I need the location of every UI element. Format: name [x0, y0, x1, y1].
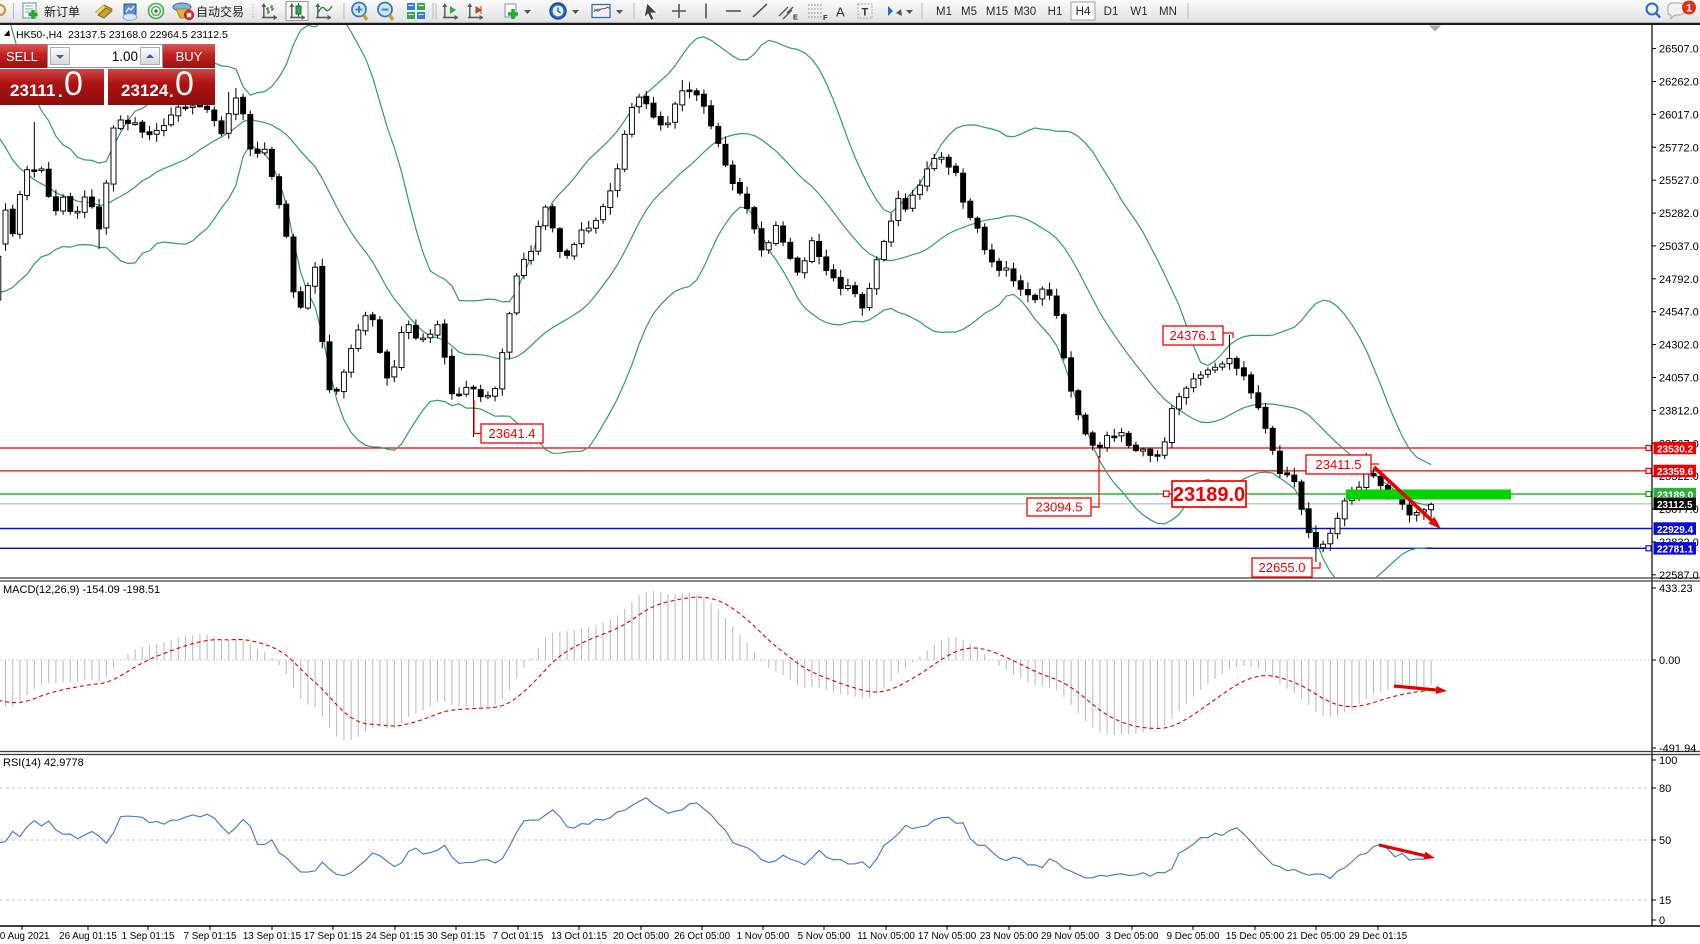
svg-text:-491.94: -491.94	[1659, 743, 1696, 755]
svg-text:MACD(12,26,9) -154.09 -198.51: MACD(12,26,9) -154.09 -198.51	[3, 584, 160, 596]
svg-text:11 Nov 05:00: 11 Nov 05:00	[857, 931, 915, 942]
svg-text:26017.0: 26017.0	[1659, 109, 1699, 121]
svg-text:1: 1	[1686, 3, 1692, 15]
svg-text:100: 100	[1659, 755, 1677, 767]
svg-text:24302.0: 24302.0	[1659, 340, 1699, 352]
svg-text:H1: H1	[1048, 6, 1063, 18]
svg-text:25282.0: 25282.0	[1659, 208, 1699, 220]
svg-text:20 Aug 2021: 20 Aug 2021	[0, 931, 50, 942]
svg-text:3 Dec 05:00: 3 Dec 05:00	[1106, 931, 1159, 942]
svg-text:MN: MN	[1159, 6, 1177, 18]
svg-text:RSI(14) 42.9778: RSI(14) 42.9778	[3, 757, 84, 769]
svg-text:25037.0: 25037.0	[1659, 241, 1699, 253]
svg-text:24 Sep 01:15: 24 Sep 01:15	[366, 931, 425, 942]
svg-text:25772.0: 25772.0	[1659, 142, 1699, 154]
svg-text:13 Oct 01:15: 13 Oct 01:15	[551, 931, 608, 942]
svg-text:30 Sep 01:15: 30 Sep 01:15	[427, 931, 486, 942]
svg-text:5 Nov 05:00: 5 Nov 05:00	[798, 931, 851, 942]
svg-text:7 Oct 01:15: 7 Oct 01:15	[493, 931, 544, 942]
svg-text:A: A	[836, 5, 845, 20]
svg-text:23189.0: 23189.0	[1657, 490, 1694, 501]
svg-text:T: T	[862, 7, 869, 19]
svg-text:23812.0: 23812.0	[1659, 405, 1699, 417]
svg-text:50: 50	[1659, 835, 1671, 847]
svg-text:9 Dec 05:00: 9 Dec 05:00	[1167, 931, 1220, 942]
svg-text:23359.6: 23359.6	[1657, 467, 1694, 478]
svg-text:17 Sep 01:15: 17 Sep 01:15	[304, 931, 363, 942]
svg-text:26 Oct 05:00: 26 Oct 05:00	[674, 931, 731, 942]
svg-text:M1: M1	[936, 6, 952, 18]
svg-text:0.00: 0.00	[1659, 655, 1680, 667]
svg-text:7 Sep 01:15: 7 Sep 01:15	[184, 931, 237, 942]
svg-text:26262.0: 26262.0	[1659, 77, 1699, 89]
svg-text:24057.0: 24057.0	[1659, 373, 1699, 385]
svg-text:23137.5 23168.0 22964.5 23112.: 23137.5 23168.0 22964.5 23112.5	[68, 29, 228, 41]
svg-text:21 Dec 05:00: 21 Dec 05:00	[1287, 931, 1346, 942]
svg-text:29 Nov 05:00: 29 Nov 05:00	[1041, 931, 1100, 942]
svg-text:23530.2: 23530.2	[1657, 444, 1694, 455]
svg-text:H4: H4	[1076, 6, 1091, 18]
svg-text:20 Oct 05:00: 20 Oct 05:00	[613, 931, 670, 942]
svg-text:M5: M5	[961, 6, 977, 18]
svg-text:23189.0: 23189.0	[1173, 484, 1245, 506]
svg-text:25527.0: 25527.0	[1659, 175, 1699, 187]
svg-text:22655.0: 22655.0	[1259, 560, 1306, 575]
svg-text:23 Nov 05:00: 23 Nov 05:00	[980, 931, 1039, 942]
svg-text:17 Nov 05:00: 17 Nov 05:00	[918, 931, 977, 942]
svg-text:24792.0: 24792.0	[1659, 274, 1699, 286]
svg-text:新订单: 新订单	[44, 4, 80, 19]
svg-text:1 Sep 01:15: 1 Sep 01:15	[122, 931, 175, 942]
svg-text:26507.0: 26507.0	[1659, 44, 1699, 56]
svg-text:23112.5: 23112.5	[1657, 500, 1693, 511]
svg-text:24547.0: 24547.0	[1659, 307, 1699, 319]
svg-text:24376.1: 24376.1	[1170, 328, 1217, 343]
svg-text:E: E	[793, 13, 798, 22]
svg-text:HK50-,H4: HK50-,H4	[16, 29, 62, 41]
svg-text:1 Nov 05:00: 1 Nov 05:00	[737, 931, 790, 942]
svg-text:M30: M30	[1014, 6, 1036, 18]
svg-text:22781.1: 22781.1	[1657, 545, 1694, 556]
svg-text:13 Sep 01:15: 13 Sep 01:15	[243, 931, 302, 942]
svg-text:15 Dec 05:00: 15 Dec 05:00	[1226, 931, 1285, 942]
svg-text:23411.5: 23411.5	[1315, 457, 1361, 472]
svg-text:0: 0	[1659, 915, 1665, 927]
svg-text:29 Dec 01:15: 29 Dec 01:15	[1349, 931, 1408, 942]
svg-text:23641.4: 23641.4	[489, 426, 536, 441]
svg-text:M15: M15	[986, 6, 1008, 18]
svg-text:22929.4: 22929.4	[1657, 525, 1694, 536]
svg-text:W1: W1	[1130, 6, 1147, 18]
svg-text:F: F	[823, 13, 828, 22]
svg-text:22587.0: 22587.0	[1659, 570, 1699, 582]
svg-text:自动交易: 自动交易	[196, 4, 244, 19]
svg-text:80: 80	[1659, 783, 1671, 795]
svg-text:23094.5: 23094.5	[1036, 500, 1083, 515]
svg-text:433.23: 433.23	[1659, 583, 1693, 595]
svg-text:26 Aug 01:15: 26 Aug 01:15	[59, 931, 117, 942]
svg-text:15: 15	[1659, 895, 1671, 907]
svg-text:D1: D1	[1104, 6, 1119, 18]
